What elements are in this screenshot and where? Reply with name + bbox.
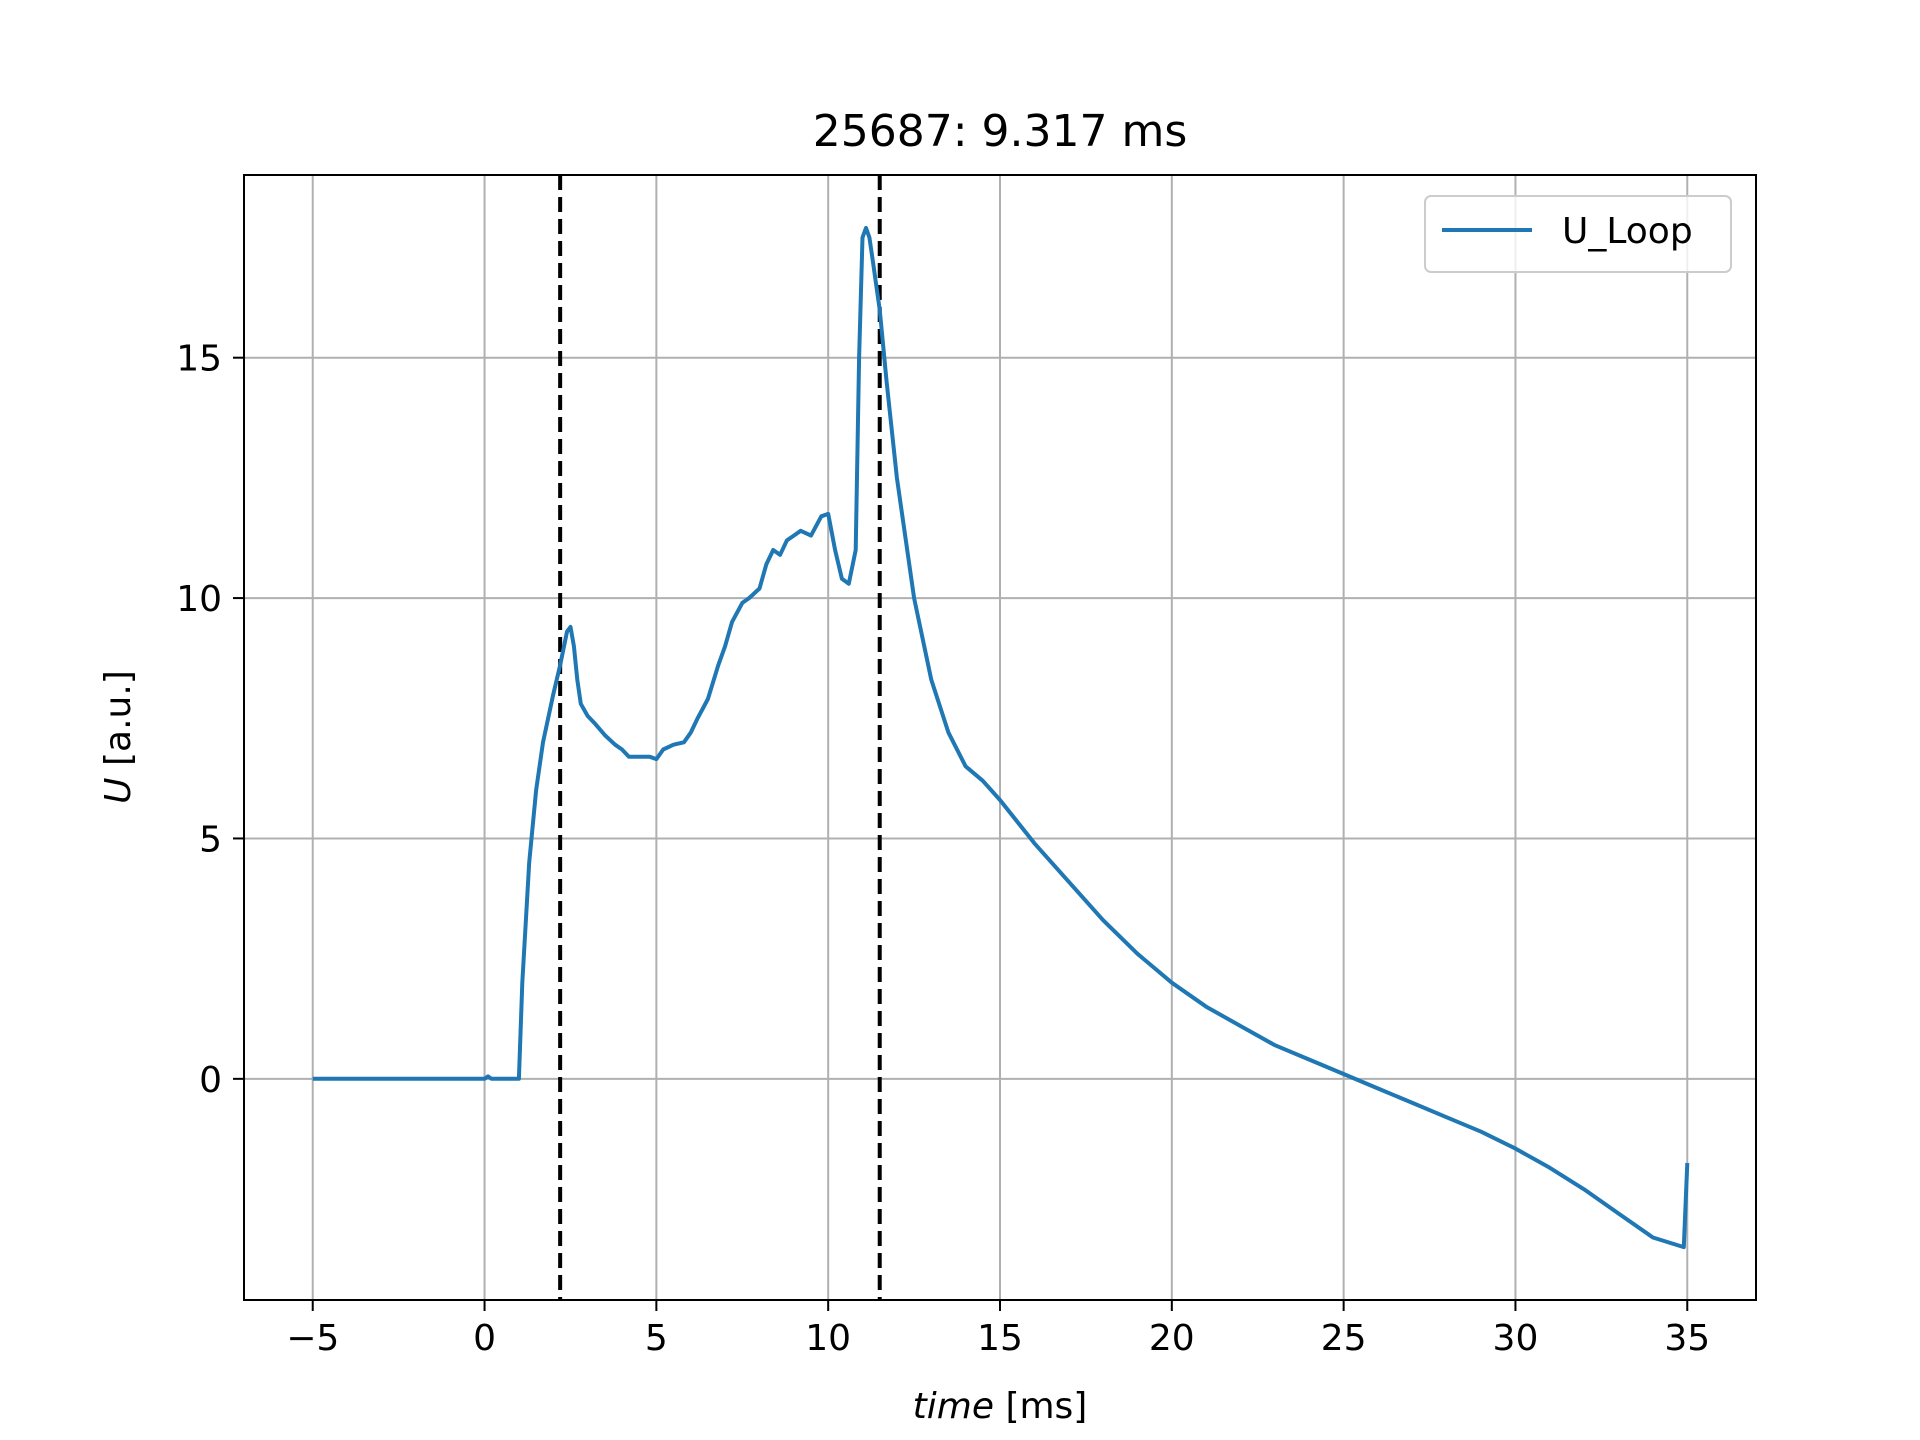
ticks: −5 0 5 10 15 20 25 30 35 0 5 10 15 [176,339,1710,1359]
y-axis-label-var: U [98,777,139,803]
x-tick-label: 25 [1321,1318,1367,1359]
y-tick-label: 10 [176,579,222,620]
y-axis-label-unit: [a.u.] [98,670,139,766]
x-tick-label: 35 [1664,1318,1710,1359]
legend: U_Loop [1424,195,1732,273]
x-tick-label: −5 [286,1318,339,1359]
chart-title: 25687: 9.317 ms [813,106,1188,157]
x-tick-label: 15 [977,1318,1023,1359]
plot-frame [243,174,1757,1301]
x-tick-label: 30 [1493,1318,1539,1359]
x-tick-label: 10 [805,1318,851,1359]
series-line-u-loop [312,225,1690,1250]
grid [244,175,1756,1300]
x-tick-label: 20 [1149,1318,1195,1359]
reference-lines [558,175,882,1300]
y-axis-label-space [98,766,139,777]
x-axis-label-unit: [ms] [1005,1386,1087,1427]
legend-label-u-loop: U_Loop [1562,211,1693,252]
series-layer [312,225,1690,1250]
y-axis-label: U [a.u.] [98,670,139,804]
x-axis-label-var: time [913,1386,994,1427]
x-axis-label: time [ms] [913,1386,1088,1427]
y-tick-label: 15 [176,339,222,380]
y-tick-label: 0 [199,1060,222,1101]
x-tick-label: 0 [473,1318,496,1359]
x-tick-label: 5 [645,1318,668,1359]
y-tick-label: 5 [199,819,222,860]
x-axis-label-space [994,1386,1005,1427]
legend-box [1424,195,1732,273]
